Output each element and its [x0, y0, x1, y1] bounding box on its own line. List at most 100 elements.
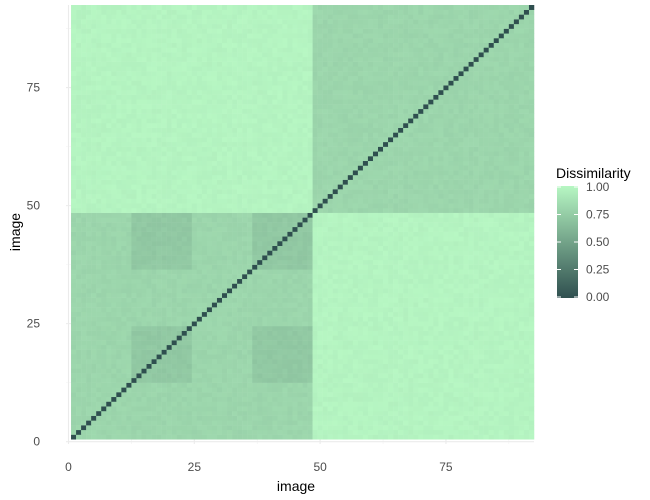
heatmap-tile	[433, 344, 439, 350]
heatmap-tile	[232, 264, 238, 270]
heatmap-tile	[503, 344, 510, 350]
heatmap-tile	[342, 373, 349, 379]
heatmap-tile	[307, 321, 313, 327]
heatmap-tile	[201, 283, 208, 289]
heatmap-tile	[121, 245, 127, 251]
heatmap-tile	[448, 401, 454, 407]
heatmap-tile	[383, 189, 389, 195]
heatmap-tile	[307, 274, 313, 280]
heatmap-tile	[523, 269, 530, 275]
heatmap-tile	[443, 349, 449, 355]
heatmap-tile	[86, 415, 92, 421]
heatmap-tile	[383, 330, 389, 336]
heatmap-tile	[327, 359, 333, 365]
heatmap-tile	[156, 184, 162, 190]
heatmap-tile	[216, 292, 223, 298]
heatmap-tile	[523, 373, 530, 379]
heatmap-tile	[116, 269, 122, 275]
heatmap-tile	[186, 302, 193, 308]
heatmap-tile	[186, 203, 193, 209]
heatmap-tile	[196, 340, 203, 346]
heatmap-tile	[342, 401, 349, 407]
heatmap-tile	[121, 212, 127, 218]
heatmap-tile	[342, 406, 349, 412]
heatmap-tile	[181, 217, 188, 223]
heatmap-tile	[232, 302, 238, 308]
heatmap-tile	[96, 307, 102, 313]
heatmap-tile	[503, 396, 510, 402]
heatmap-tile	[297, 241, 303, 246]
heatmap-tile	[312, 330, 318, 336]
heatmap-tile	[131, 198, 137, 204]
heatmap-tile	[488, 222, 494, 228]
heatmap-tile	[216, 349, 223, 355]
heatmap-tile	[433, 207, 439, 213]
heatmap-tile	[488, 344, 494, 350]
heatmap-tile	[347, 297, 354, 303]
heatmap-tile	[106, 231, 112, 237]
heatmap-tile	[76, 434, 82, 440]
heatmap-tile	[473, 259, 479, 265]
heatmap-tile	[237, 203, 243, 209]
heatmap-tile	[372, 236, 379, 242]
heatmap-tile	[86, 330, 92, 336]
heatmap-tile	[413, 184, 419, 190]
heatmap-tile	[136, 278, 142, 284]
heatmap-tile	[176, 283, 182, 289]
heatmap-tile	[136, 274, 142, 280]
heatmap-tile	[237, 406, 243, 412]
heatmap-tile	[523, 226, 530, 232]
heatmap-tile	[151, 363, 157, 369]
heatmap-tile	[171, 184, 177, 190]
heatmap-tile	[408, 344, 414, 350]
heatmap-tile	[317, 396, 323, 402]
heatmap-tile	[473, 396, 479, 402]
heatmap-tile	[267, 241, 273, 246]
heatmap-tile	[111, 250, 117, 256]
heatmap-tile	[297, 302, 303, 308]
heatmap-tile	[523, 189, 530, 195]
heatmap-tile	[181, 207, 188, 213]
heatmap-tile	[423, 382, 429, 388]
heatmap-tile	[483, 307, 489, 313]
heatmap-tile	[116, 264, 122, 270]
heatmap-tile	[131, 321, 137, 327]
heatmap-tile	[76, 203, 82, 209]
heatmap-tile	[232, 321, 238, 327]
heatmap-tile	[428, 189, 434, 195]
heatmap-tile	[211, 250, 218, 256]
heatmap-tile	[181, 429, 188, 435]
heatmap-tile	[227, 377, 233, 383]
heatmap-tile	[181, 382, 188, 388]
heatmap-tile	[201, 264, 208, 270]
heatmap-tile	[211, 278, 218, 284]
heatmap-tile	[277, 330, 283, 336]
heatmap-tile	[528, 415, 535, 421]
heatmap-tile	[503, 302, 510, 308]
heatmap-tile	[232, 401, 238, 407]
heatmap-tile	[428, 311, 434, 317]
heatmap-tile	[508, 359, 515, 365]
heatmap-tile	[443, 226, 449, 232]
heatmap-tile	[433, 302, 439, 308]
heatmap-tile	[146, 392, 152, 398]
heatmap-tile	[71, 231, 77, 237]
heatmap-tile	[483, 269, 489, 275]
heatmap-tile	[458, 325, 464, 331]
heatmap-tile	[201, 255, 208, 261]
heatmap-tile	[196, 203, 203, 209]
heatmap-tile	[443, 283, 449, 289]
heatmap-tile	[478, 255, 484, 261]
heatmap-tile	[488, 434, 494, 440]
heatmap-tile	[211, 330, 218, 336]
heatmap-tile	[393, 349, 399, 355]
heatmap-tile	[423, 292, 429, 298]
heatmap-tile	[106, 255, 112, 261]
heatmap-tile	[428, 406, 434, 412]
heatmap-tile	[428, 377, 434, 383]
heatmap-tile	[146, 207, 152, 213]
heatmap-tile	[362, 392, 369, 398]
heatmap-tile	[71, 193, 77, 199]
heatmap-tile	[111, 302, 117, 308]
heatmap-tile	[423, 373, 429, 379]
